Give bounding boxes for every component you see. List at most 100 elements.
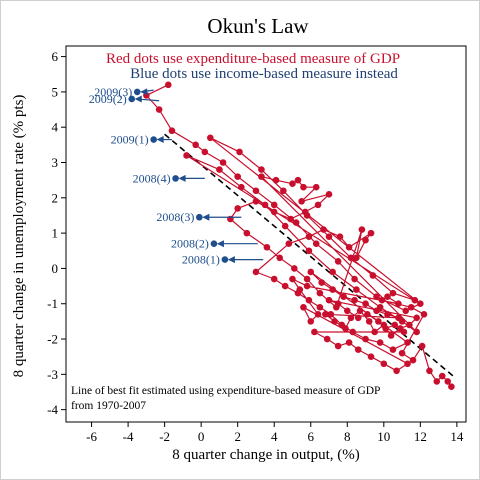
- footnote-line-1: Line of best fit estimated using expendi…: [71, 385, 380, 397]
- income-point: [150, 136, 157, 143]
- y-tick-label: 3: [52, 155, 59, 170]
- income-point: [221, 256, 229, 263]
- expenditure-point: [219, 159, 227, 166]
- expenditure-point: [305, 233, 313, 240]
- annotation-arrowhead: [216, 240, 224, 248]
- best-fit-line: [164, 133, 454, 377]
- expenditure-point: [375, 318, 382, 325]
- expenditure-point: [365, 318, 373, 325]
- expenditure-point: [411, 296, 419, 304]
- expenditure-point: [238, 183, 245, 191]
- expenditure-point: [378, 296, 386, 304]
- annotation-group: 2009(3)2009(2) 2009(1) 2008(4) 2008(3) 2008(…: [89, 85, 264, 267]
- x-tick-label: 12: [414, 429, 427, 444]
- expenditure-point: [362, 236, 369, 244]
- expenditure-point: [376, 339, 384, 346]
- expenditure-point: [258, 173, 265, 180]
- expenditure-point: [312, 240, 320, 248]
- expenditure-point: [258, 166, 265, 173]
- y-tick-label: -4: [47, 402, 58, 417]
- expenditure-point: [407, 303, 415, 311]
- expenditure-point: [353, 286, 360, 293]
- annotation-arrowhead: [202, 213, 210, 221]
- expenditure-point: [384, 293, 391, 300]
- expenditure-point: [373, 307, 380, 315]
- expenditure-point: [281, 282, 289, 290]
- expenditure-point: [300, 183, 307, 191]
- quarter-label: 2008(2): [171, 237, 209, 251]
- expenditure-point: [402, 307, 410, 315]
- expenditure-point: [342, 325, 349, 332]
- expenditure-point: [336, 233, 344, 240]
- expenditure-point: [294, 176, 302, 184]
- expenditure-point: [325, 233, 333, 240]
- expenditure-point: [404, 339, 411, 346]
- fit-line-group: [164, 133, 454, 377]
- expenditure-point: [367, 353, 375, 360]
- annotation-arrowhead: [227, 256, 235, 264]
- expenditure-point: [395, 300, 402, 308]
- expenditure-point: [281, 222, 289, 230]
- annotation-arrowhead: [156, 136, 164, 144]
- quarter-label: 2008(3): [156, 210, 194, 224]
- expenditure-point: [164, 81, 172, 89]
- chart-title: Okun's Law: [207, 14, 309, 38]
- expenditure-point: [389, 289, 397, 297]
- expenditure-point: [329, 268, 336, 276]
- quarter-label: 2009(1): [111, 133, 149, 147]
- expenditure-point: [305, 247, 313, 255]
- expenditure-point: [393, 367, 400, 375]
- expenditure-point: [331, 318, 338, 325]
- expenditure-point: [234, 173, 241, 180]
- y-tick-label: 2: [52, 190, 59, 205]
- x-tick-label: 0: [198, 429, 205, 444]
- y-tick-label: 1: [52, 226, 59, 241]
- expenditure-point: [353, 254, 360, 262]
- expenditure-point: [289, 275, 296, 283]
- expenditure-point: [367, 229, 375, 237]
- subtitle-blue: Blue dots use income-based measure inste…: [130, 66, 398, 82]
- quarter-label: 2009(2): [89, 92, 127, 106]
- expenditure-point: [252, 187, 260, 195]
- expenditure-point: [252, 198, 260, 205]
- expenditure-point: [270, 201, 278, 209]
- expenditure-point: [347, 314, 355, 322]
- annotation-arrowhead: [134, 95, 142, 103]
- income-point: [172, 175, 179, 182]
- footnote-line-2: from 1970-2007: [71, 400, 146, 412]
- y-tick-label: -3: [47, 367, 58, 382]
- y-tick-label: 0: [52, 261, 59, 276]
- expenditure-point: [270, 208, 278, 216]
- expenditure-point: [356, 307, 364, 315]
- y-tick-label: 5: [52, 84, 59, 99]
- x-tick-label: -6: [86, 429, 97, 444]
- expenditure-point: [216, 166, 223, 173]
- expenditure-point: [316, 289, 324, 297]
- expenditure-point: [155, 106, 163, 113]
- expenditure-point: [291, 265, 298, 272]
- expenditure-point: [404, 360, 411, 368]
- expenditure-point: [334, 300, 342, 308]
- expenditure-point: [395, 314, 402, 322]
- quarter-label: 2009(3): [94, 85, 132, 99]
- expenditure-point: [351, 275, 358, 283]
- expenditure-point: [420, 311, 428, 318]
- expenditure-point: [305, 296, 313, 304]
- expenditure-point: [327, 311, 335, 318]
- expenditure-point: [303, 282, 311, 290]
- expenditure-point: [318, 279, 326, 286]
- expenditure-point: [384, 311, 391, 318]
- expenditure-point: [325, 296, 333, 304]
- expenditure-point: [433, 378, 441, 385]
- expenditure-point: [329, 286, 336, 293]
- y-tick-label: -2: [47, 332, 58, 347]
- expenditure-point: [406, 321, 413, 329]
- quarter-label: 2008(1): [182, 253, 220, 267]
- red-series: [143, 81, 455, 390]
- expenditure-point: [236, 148, 243, 156]
- x-tick-label: -4: [123, 429, 134, 444]
- x-tick-label: 8: [344, 429, 351, 444]
- x-tick-label: 2: [234, 429, 241, 444]
- expenditure-point: [369, 272, 377, 279]
